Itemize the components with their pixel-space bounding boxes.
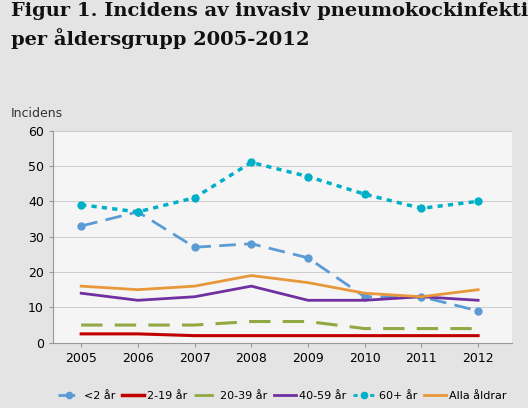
Text: per åldersgrupp 2005-2012: per åldersgrupp 2005-2012 [11, 29, 309, 49]
Legend: <2 år, 2-19 år, 20-39 år, 40-59 år, 60+ år, Alla åldrar: <2 år, 2-19 år, 20-39 år, 40-59 år, 60+ … [54, 386, 511, 406]
Text: Incidens: Incidens [11, 107, 63, 120]
Text: Figur 1. Incidens av invasiv pneumokockinfektion: Figur 1. Incidens av invasiv pneumokocki… [11, 2, 528, 20]
